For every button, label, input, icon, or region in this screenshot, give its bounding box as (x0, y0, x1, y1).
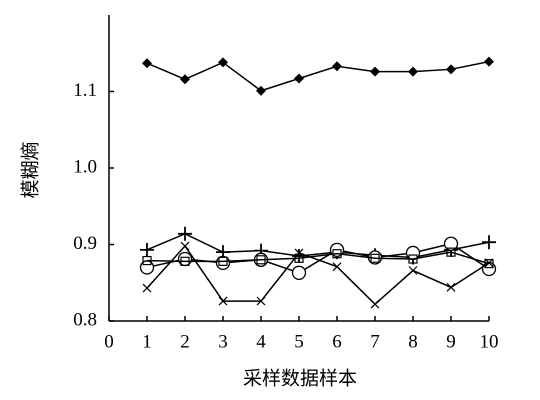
marker (484, 259, 494, 269)
marker (256, 255, 266, 265)
marker (332, 61, 342, 72)
y-tick-label: 0.8 (73, 309, 97, 330)
marker (332, 262, 342, 272)
marker (370, 299, 380, 309)
marker (370, 253, 380, 263)
x-tick-label: 9 (446, 331, 456, 352)
marker (142, 283, 152, 293)
x-tick-label: 0 (104, 331, 114, 352)
marker (256, 296, 266, 306)
series-line (146, 251, 490, 265)
marker (180, 241, 190, 251)
series-line (146, 244, 490, 306)
x-tick-label: 6 (332, 331, 342, 352)
marker (446, 282, 456, 292)
x-tick-label: 1 (142, 331, 152, 352)
x-tick-label: 7 (370, 331, 380, 352)
marker (180, 256, 190, 266)
marker (484, 56, 494, 67)
series-line (146, 60, 490, 92)
marker (294, 73, 304, 84)
x-tick-label: 3 (218, 331, 228, 352)
y-axis-label: 模糊熵 (19, 141, 41, 198)
marker (294, 253, 304, 263)
series-line (146, 242, 490, 274)
marker (446, 247, 456, 257)
marker (180, 74, 190, 85)
marker (218, 57, 228, 68)
x-tick-label: 2 (180, 331, 190, 352)
y-tick-label: 0.9 (73, 233, 97, 254)
marker (408, 66, 418, 77)
marker (408, 254, 418, 264)
y-tick-label: 1.1 (73, 80, 97, 101)
marker (443, 236, 459, 251)
marker (294, 248, 304, 258)
marker (178, 226, 192, 241)
marker (291, 265, 307, 280)
marker (408, 266, 418, 275)
x-tick-label: 8 (408, 331, 418, 352)
x-tick-label: 4 (256, 331, 266, 352)
marker (218, 256, 228, 266)
x-tick-label: 5 (294, 331, 304, 352)
marker (140, 242, 154, 257)
marker (142, 58, 152, 69)
series-line (146, 232, 490, 259)
marker (482, 235, 496, 250)
marker (370, 66, 380, 77)
x-axis-label: 采样数据样本 (243, 367, 357, 389)
x-tick-label: 10 (480, 331, 499, 352)
marker (292, 248, 306, 263)
marker (215, 255, 231, 271)
marker (256, 85, 266, 96)
marker (142, 255, 152, 266)
marker (446, 64, 456, 75)
marker (332, 249, 342, 259)
y-tick-label: 1.0 (73, 156, 97, 177)
marker (218, 296, 228, 306)
